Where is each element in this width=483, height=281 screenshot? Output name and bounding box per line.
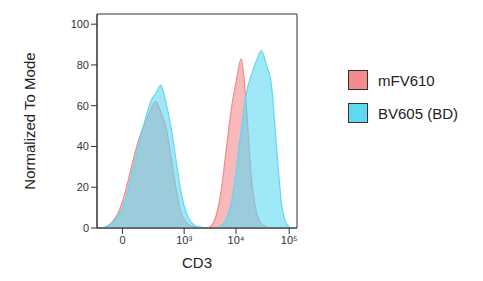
svg-text:60: 60	[77, 100, 89, 112]
svg-text:80: 80	[77, 59, 89, 71]
svg-text:10⁵: 10⁵	[281, 234, 298, 246]
svg-text:Normalized To Mode: Normalized To Mode	[21, 52, 38, 189]
svg-text:0: 0	[83, 222, 89, 234]
svg-text:40: 40	[77, 140, 89, 152]
svg-text:0: 0	[119, 234, 125, 246]
html-text:mFV610: mFV610	[378, 71, 435, 89]
svg-text:20: 20	[77, 181, 89, 193]
svg-text:100: 100	[71, 18, 89, 30]
svg-text:10³: 10³	[176, 234, 192, 246]
svg-text:10⁴: 10⁴	[228, 234, 245, 246]
svg-text:CD3: CD3	[182, 254, 212, 271]
html-text:BV605 (BD): BV605 (BD)	[378, 104, 458, 122]
